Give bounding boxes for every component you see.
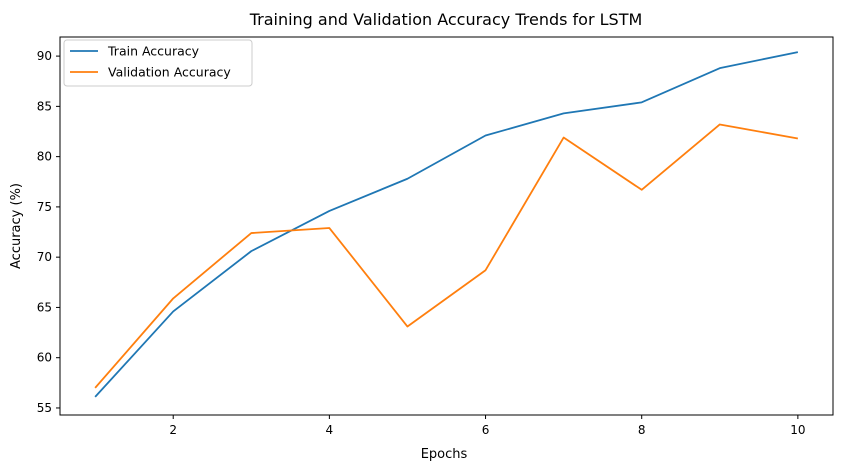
y-tick-label: 65 (37, 300, 52, 314)
data-lines (94, 51, 799, 398)
y-tick-label: 80 (37, 150, 52, 164)
legend-label: Train Accuracy (107, 44, 200, 59)
x-tick-label: 4 (326, 423, 334, 437)
y-tick-label: 85 (37, 99, 52, 113)
plot-area-frame (59, 36, 834, 416)
legend-box (63, 39, 253, 87)
legend-label: Validation Accuracy (108, 65, 231, 80)
series-line-validation-accuracy (94, 123, 799, 389)
x-axis-label: Epochs (421, 447, 468, 462)
y-tick-label: 60 (37, 351, 52, 365)
chart-title: Training and Validation Accuracy Trends … (249, 10, 643, 29)
x-tick-label: 2 (169, 423, 177, 437)
legend: Train Accuracy Validation Accuracy (63, 39, 253, 87)
series-line-train-accuracy (94, 51, 799, 398)
y-tick-label: 55 (37, 401, 52, 415)
x-tick-label: 6 (482, 423, 490, 437)
y-axis-label: Accuracy (%) (9, 183, 24, 269)
y-tick-label: 75 (37, 200, 52, 214)
x-tick-label: 10 (790, 423, 805, 437)
x-tick-label: 8 (638, 423, 646, 437)
y-tick-label: 70 (37, 250, 52, 264)
y-tick-label: 90 (37, 49, 52, 63)
axis-ticks: 2 4 6 8 10 55 60 65 70 75 80 85 90 (37, 49, 806, 437)
